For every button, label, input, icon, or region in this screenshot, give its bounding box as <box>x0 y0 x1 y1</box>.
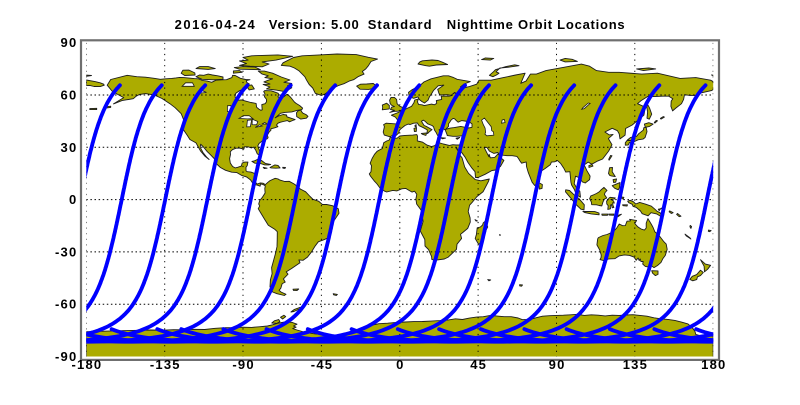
svg-text:180: 180 <box>701 357 726 372</box>
svg-text:0: 0 <box>396 357 404 372</box>
svg-text:-90: -90 <box>55 349 77 364</box>
svg-text:-45: -45 <box>311 357 333 372</box>
svg-text:2016-04-24: 2016-04-24 <box>175 17 257 32</box>
svg-text:-90: -90 <box>232 357 254 372</box>
svg-text:-30: -30 <box>55 244 77 259</box>
svg-text:135: 135 <box>623 357 648 372</box>
svg-text:0: 0 <box>69 192 77 207</box>
svg-text:90: 90 <box>549 357 566 372</box>
svg-text:Standard: Standard <box>368 17 433 32</box>
svg-text:-135: -135 <box>150 357 181 372</box>
svg-text:90: 90 <box>61 35 78 50</box>
svg-text:-180: -180 <box>71 357 102 372</box>
svg-text:30: 30 <box>61 140 78 155</box>
svg-text:45: 45 <box>470 357 487 372</box>
svg-text:Nighttime Orbit Locations: Nighttime Orbit Locations <box>447 17 626 32</box>
svg-text:60: 60 <box>61 88 78 103</box>
svg-text:-60: -60 <box>55 297 77 312</box>
svg-text:Version: 5.00: Version: 5.00 <box>269 17 360 32</box>
